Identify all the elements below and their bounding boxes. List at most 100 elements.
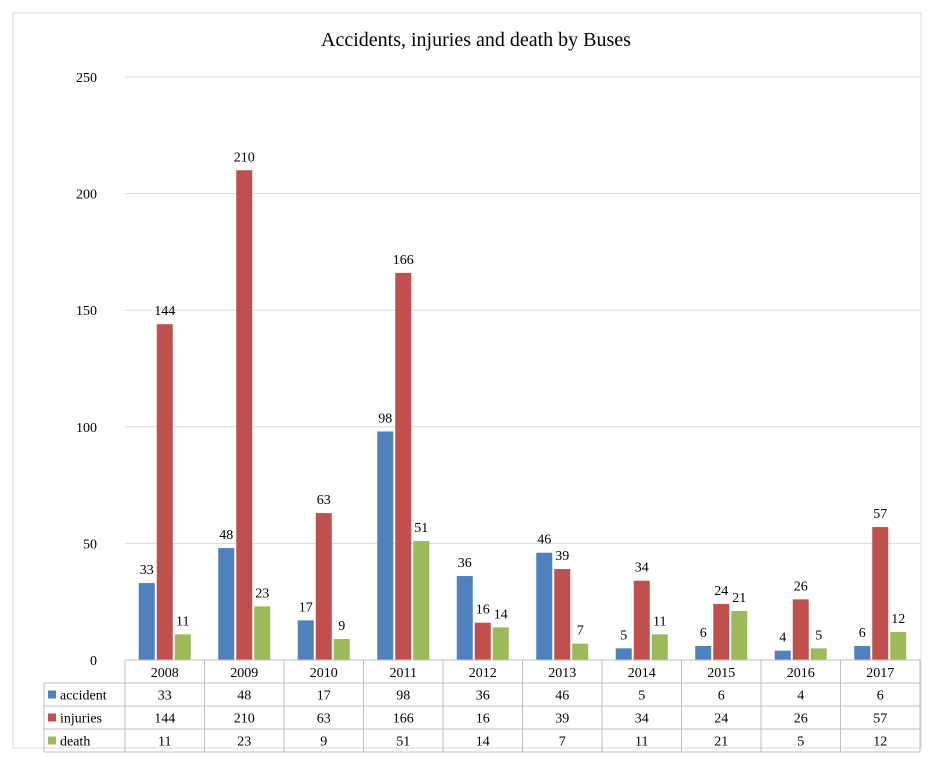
data-label: 39: [555, 549, 569, 564]
table-cell: 51: [396, 735, 410, 750]
category-label: 2016: [787, 666, 815, 681]
data-label: 4: [779, 631, 786, 646]
bar-accident: [138, 583, 155, 660]
y-tick-label: 0: [90, 654, 97, 669]
table-cell: 5: [797, 735, 804, 750]
table-cell: 6: [877, 689, 884, 704]
legend-key-death: [48, 736, 56, 745]
data-label: 24: [714, 584, 728, 599]
data-label: 6: [859, 626, 866, 641]
bar-accident: [615, 648, 632, 660]
bar-injuries: [236, 170, 253, 660]
bar-death: [254, 606, 271, 660]
category-label: 2013: [548, 666, 576, 681]
data-label: 36: [458, 556, 472, 571]
legend-label: death: [60, 735, 90, 750]
bar-accident: [536, 552, 553, 660]
bar-injuries: [872, 527, 889, 660]
table-cell: 98: [396, 689, 410, 704]
y-tick-label: 100: [76, 421, 97, 436]
bar-injuries: [395, 272, 412, 660]
table-cell: 7: [559, 735, 566, 750]
category-label: 2009: [230, 666, 258, 681]
category-label: 2011: [390, 666, 417, 681]
data-label: 26: [794, 579, 808, 594]
bar-accident: [695, 646, 712, 660]
table-cell: 34: [635, 712, 649, 727]
bars: [138, 170, 907, 660]
bar-accident: [456, 576, 473, 660]
legend-key-injuries: [48, 713, 56, 722]
data-label: 5: [620, 628, 627, 643]
bar-death: [174, 634, 191, 660]
table-cell: 39: [555, 712, 569, 727]
table-cell: 46: [555, 689, 569, 704]
bar-death: [810, 648, 827, 660]
table-cell: 17: [317, 689, 331, 704]
data-label: 6: [700, 626, 707, 641]
table-cell: 63: [317, 712, 331, 727]
category-label: 2010: [310, 666, 338, 681]
bar-injuries: [554, 569, 571, 660]
bar-injuries: [474, 622, 491, 660]
y-tick-label: 150: [76, 304, 97, 319]
data-label: 5: [815, 628, 822, 643]
table-cell: 21: [714, 735, 728, 750]
y-tick-label: 250: [76, 71, 97, 86]
data-table: 2008 2009 2010 2011 2012 2013 2014 2015 2016 2017…: [43, 659, 921, 753]
table-cell: 12: [873, 735, 887, 750]
bar-injuries: [633, 580, 650, 660]
table-cell: 6: [718, 689, 725, 704]
bar-accident: [774, 650, 791, 660]
data-label: 33: [140, 563, 154, 578]
bar-accident: [854, 646, 871, 660]
bar-injuries: [156, 324, 173, 660]
table-cell: 16: [476, 712, 490, 727]
table-cell: 166: [393, 712, 414, 727]
bar-accident: [297, 620, 314, 660]
data-label: 21: [732, 591, 746, 606]
data-label: 17: [299, 600, 313, 615]
gridlines: [125, 76, 920, 544]
table-cell: 210: [234, 712, 255, 727]
table-cell: 33: [158, 689, 172, 704]
table-cell: 48: [237, 689, 251, 704]
data-label: 98: [378, 411, 392, 426]
bar-death: [890, 632, 907, 660]
data-label: 16: [476, 603, 490, 618]
data-label: 9: [338, 619, 345, 634]
bar-accident: [377, 431, 394, 660]
chart-title: Accidents, injuries and death by Buses: [321, 29, 631, 51]
data-label: 63: [317, 493, 331, 508]
bar-death: [492, 627, 509, 660]
table-cell: 14: [476, 735, 490, 750]
table-cell: 24: [714, 712, 728, 727]
legend-key-accident: [48, 690, 56, 699]
table-cell: 23: [237, 735, 251, 750]
y-axis-ticks: 0 50 100 150 200 250: [76, 71, 97, 669]
category-label: 2008: [151, 666, 179, 681]
bar-injuries: [713, 604, 730, 660]
bar-death: [731, 611, 748, 660]
bar-death: [333, 639, 350, 660]
bar-injuries: [315, 513, 332, 660]
data-label: 34: [635, 561, 649, 576]
table-cell: 26: [794, 712, 808, 727]
category-label: 2017: [866, 666, 894, 681]
table-cell: 11: [635, 735, 648, 750]
table-cell: 9: [320, 735, 327, 750]
category-label: 2012: [469, 666, 497, 681]
data-label: 48: [219, 528, 233, 543]
data-label: 11: [176, 614, 189, 629]
data-label: 7: [577, 624, 584, 639]
data-label: 14: [494, 607, 508, 622]
bar-injuries: [792, 599, 809, 660]
bar-accident: [218, 548, 235, 660]
table-cell: 11: [158, 735, 171, 750]
table-cell: 5: [638, 689, 645, 704]
legend-label: injuries: [60, 712, 102, 727]
data-label: 51: [414, 521, 428, 536]
bar-death: [572, 643, 589, 660]
data-label: 11: [653, 614, 666, 629]
